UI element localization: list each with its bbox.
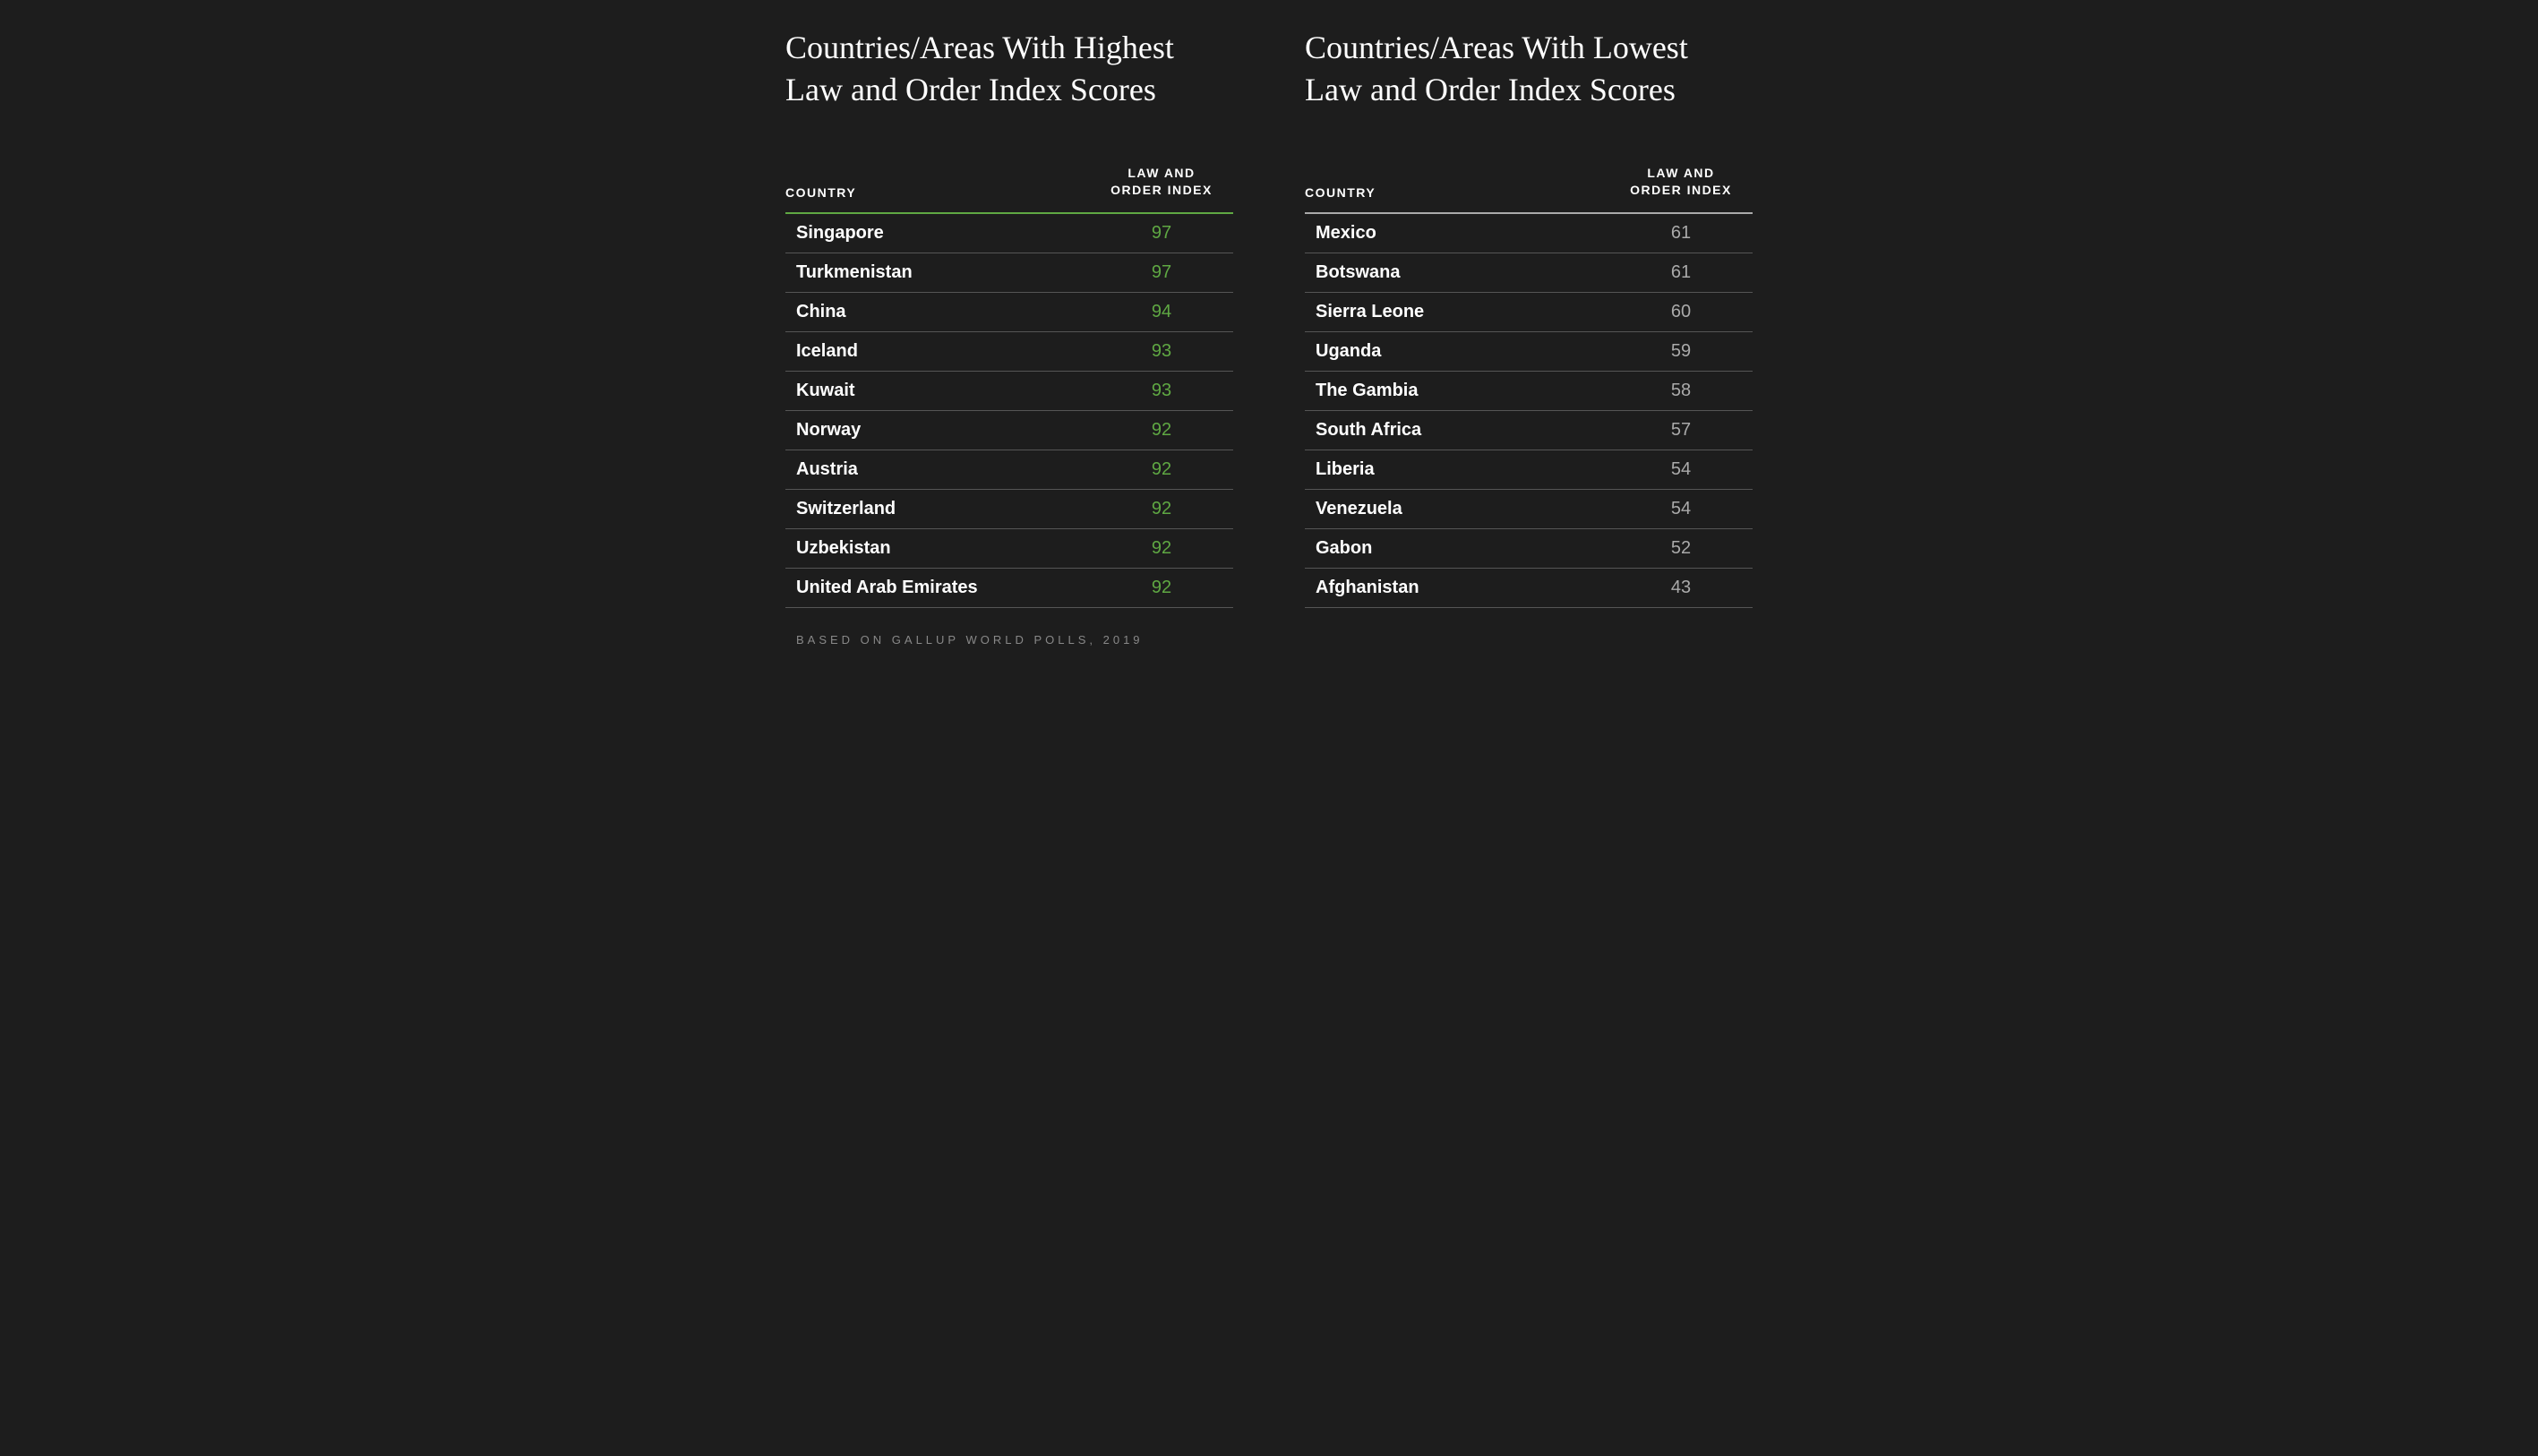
index-cell: 93 [1090,341,1233,362]
col-index-line2: ORDER INDEX [1630,183,1732,197]
country-cell: Mexico [1305,223,1376,244]
table-row: Iceland 93 [785,332,1233,372]
table-row: Mexico 61 [1305,214,1753,253]
index-cell: 61 [1609,223,1753,244]
country-cell: The Gambia [1305,381,1418,401]
table-row: Singapore 97 [785,214,1233,253]
col-index-line1: LAW AND [1128,166,1195,180]
index-cell: 94 [1090,302,1233,322]
table-row: Uzbekistan 92 [785,529,1233,569]
country-cell: Iceland [785,341,858,362]
table-row: Gabon 52 [1305,529,1753,569]
table-row: Botswana 61 [1305,253,1753,293]
country-cell: Gabon [1305,538,1372,559]
table-row: Afghanistan 43 [1305,569,1753,608]
index-cell: 57 [1609,420,1753,441]
country-cell: China [785,302,846,322]
lowest-table-header: COUNTRY LAW AND ORDER INDEX [1305,165,1753,214]
col-country-header: COUNTRY [785,185,856,200]
index-cell: 61 [1609,262,1753,283]
highest-panel: Countries/Areas With Highest Law and Ord… [785,27,1233,647]
country-cell: Turkmenistan [785,262,913,283]
index-cell: 92 [1090,499,1233,519]
col-country-header: COUNTRY [1305,185,1376,200]
source-footer: BASED ON GALLUP WORLD POLLS, 2019 [785,633,1233,647]
index-cell: 97 [1090,223,1233,244]
index-cell: 54 [1609,459,1753,480]
highest-table-header: COUNTRY LAW AND ORDER INDEX [785,165,1233,214]
index-cell: 92 [1090,420,1233,441]
table-row: United Arab Emirates 92 [785,569,1233,608]
table-row: Venezuela 54 [1305,490,1753,529]
country-cell: Venezuela [1305,499,1402,519]
country-cell: Botswana [1305,262,1400,283]
highest-title: Countries/Areas With Highest Law and Ord… [785,27,1233,111]
country-cell: Uganda [1305,341,1381,362]
country-cell: Austria [785,459,858,480]
table-row: Sierra Leone 60 [1305,293,1753,332]
index-cell: 97 [1090,262,1233,283]
table-row: Uganda 59 [1305,332,1753,372]
table-row: China 94 [785,293,1233,332]
country-cell: Singapore [785,223,884,244]
country-cell: Kuwait [785,381,855,401]
index-cell: 54 [1609,499,1753,519]
col-index-line2: ORDER INDEX [1110,183,1213,197]
col-index-header: LAW AND ORDER INDEX [1090,165,1233,200]
table-row: Switzerland 92 [785,490,1233,529]
lowest-rows: Mexico 61 Botswana 61 Sierra Leone 60 Uganda 59… [1305,214,1753,608]
index-cell: 60 [1609,302,1753,322]
country-cell: Norway [785,420,861,441]
table-row: Norway 92 [785,411,1233,450]
country-cell: South Africa [1305,420,1421,441]
col-index-header: LAW AND ORDER INDEX [1609,165,1753,200]
index-cell: 92 [1090,578,1233,598]
country-cell: Liberia [1305,459,1375,480]
lowest-title: Countries/Areas With Lowest Law and Orde… [1305,27,1753,111]
table-row: Austria 92 [785,450,1233,490]
index-cell: 58 [1609,381,1753,401]
highest-rows: Singapore 97 Turkmenistan 97 China 94 Iceland 9… [785,214,1233,608]
index-cell: 52 [1609,538,1753,559]
country-cell: Afghanistan [1305,578,1419,598]
country-cell: Uzbekistan [785,538,891,559]
col-index-line1: LAW AND [1647,166,1714,180]
country-cell: Sierra Leone [1305,302,1424,322]
tables-container: Countries/Areas With Highest Law and Ord… [642,27,1896,647]
index-cell: 59 [1609,341,1753,362]
index-cell: 93 [1090,381,1233,401]
index-cell: 43 [1609,578,1753,598]
table-row: Liberia 54 [1305,450,1753,490]
index-cell: 92 [1090,459,1233,480]
table-row: Turkmenistan 97 [785,253,1233,293]
country-cell: Switzerland [785,499,896,519]
table-row: The Gambia 58 [1305,372,1753,411]
table-row: South Africa 57 [1305,411,1753,450]
index-cell: 92 [1090,538,1233,559]
lowest-panel: Countries/Areas With Lowest Law and Orde… [1305,27,1753,647]
country-cell: United Arab Emirates [785,578,978,598]
table-row: Kuwait 93 [785,372,1233,411]
